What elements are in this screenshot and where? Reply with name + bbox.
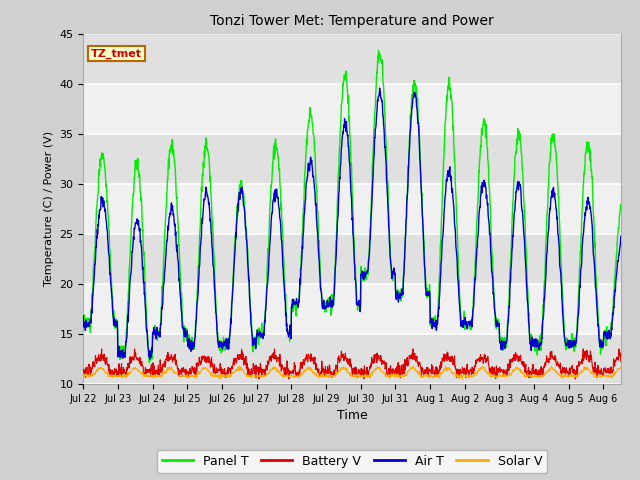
Bar [83,184,621,234]
Bar [83,234,621,284]
Bar [83,34,621,84]
Legend: Panel T, Battery V, Air T, Solar V: Panel T, Battery V, Air T, Solar V [157,450,547,473]
Title: Tonzi Tower Met: Temperature and Power: Tonzi Tower Met: Temperature and Power [210,14,494,28]
Text: TZ_tmet: TZ_tmet [92,48,142,59]
Bar [83,134,621,184]
Bar [83,284,621,334]
X-axis label: Time: Time [337,409,367,422]
Y-axis label: Temperature (C) / Power (V): Temperature (C) / Power (V) [44,131,54,287]
Bar [83,84,621,134]
Bar [83,334,621,384]
